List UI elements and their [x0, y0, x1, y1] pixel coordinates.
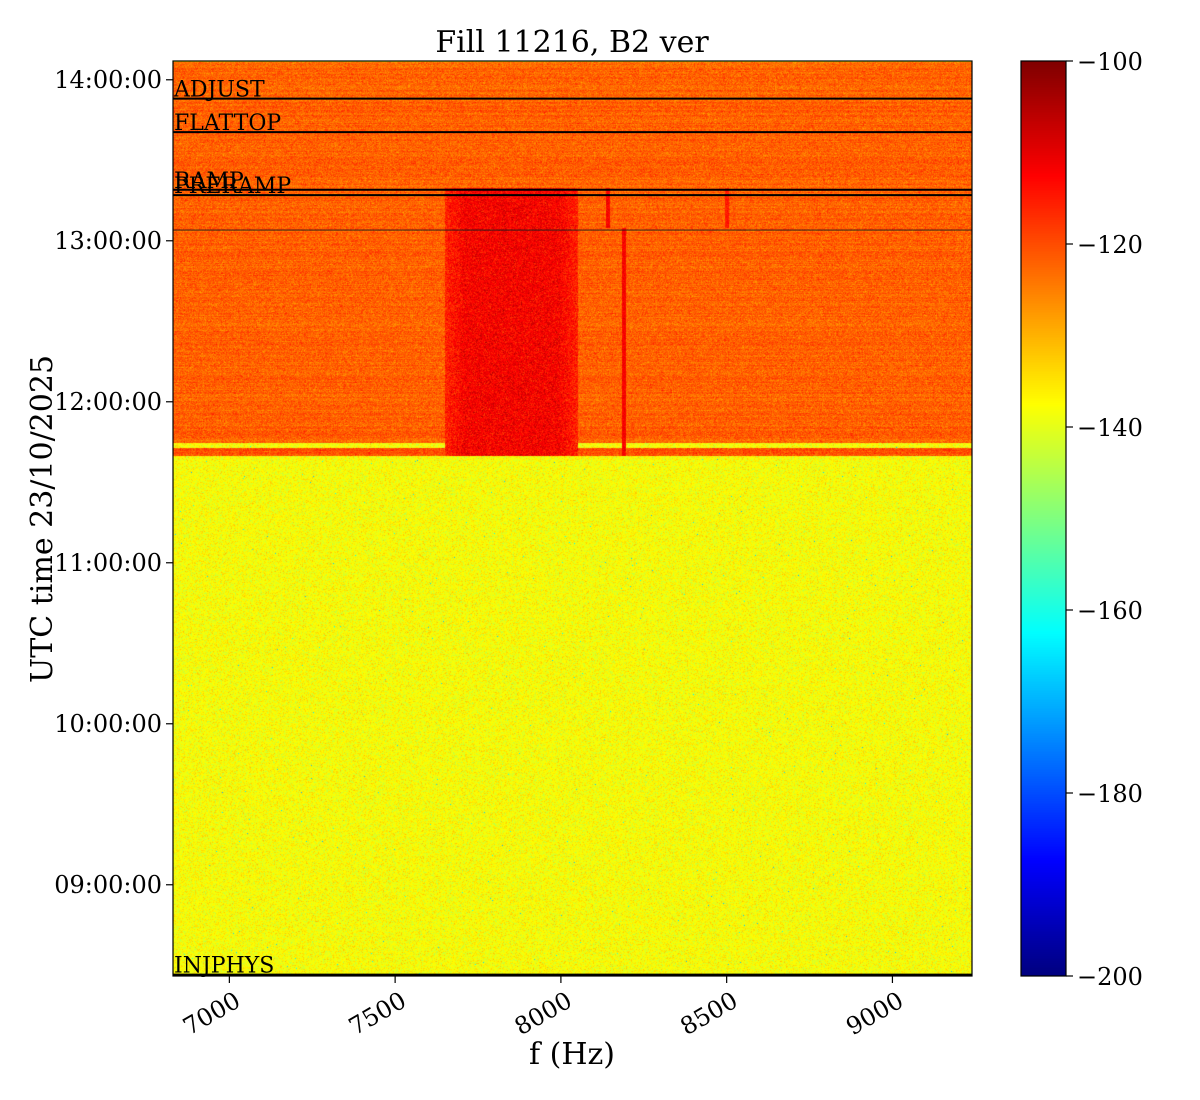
chart-title: Fill 11216, B2 ver	[435, 25, 709, 60]
colorbar-tick-label: −180	[1077, 780, 1143, 808]
y-tick-label: 12:00:00	[54, 388, 162, 416]
beam-mode-label: INJPHYS	[174, 954, 274, 979]
colorbar-tick-label: −140	[1077, 414, 1143, 442]
y-axis-ticks: 09:00:00 10:00:00 11:00:00 12:00:00 13:00:00…	[54, 66, 173, 899]
x-tick-label: 9000	[841, 986, 908, 1041]
beam-mode-label: ADJUST	[173, 78, 265, 103]
x-tick-label: 7500	[344, 986, 411, 1041]
colorbar-frame	[1020, 60, 1067, 977]
y-tick-label: 09:00:00	[54, 871, 162, 899]
colorbar-tick-label: −200	[1077, 963, 1143, 991]
y-axis-label: UTC time 23/10/2025	[25, 355, 60, 683]
colorbar-ticks: −200 −180 −160 −140 −120 −100	[1066, 48, 1143, 991]
beam-mode-label: RAMP	[174, 169, 244, 194]
colorbar-gradient	[1021, 61, 1066, 976]
y-tick-label: 11:00:00	[54, 549, 162, 577]
colorbar-tick-label: −160	[1077, 597, 1143, 625]
colorbar-tick-label: −100	[1077, 48, 1143, 76]
colorbar-tick-label: −120	[1077, 231, 1143, 259]
spectrogram-heatmap	[173, 61, 972, 976]
x-axis-ticks: 7000 7500 8000 8500 9000	[178, 976, 908, 1041]
y-tick-label: 14:00:00	[54, 66, 162, 94]
beam-mode-label: FLATTOP	[174, 111, 281, 136]
y-tick-label: 13:00:00	[54, 227, 162, 255]
plot-frame	[172, 60, 973, 977]
y-tick-label: 10:00:00	[54, 710, 162, 738]
x-tick-label: 7000	[178, 986, 245, 1041]
x-tick-label: 8500	[676, 986, 743, 1041]
x-axis-label: f (Hz)	[529, 1037, 615, 1072]
beam-mode-label: PRERAMP	[174, 174, 291, 199]
x-tick-label: 8000	[510, 986, 577, 1041]
